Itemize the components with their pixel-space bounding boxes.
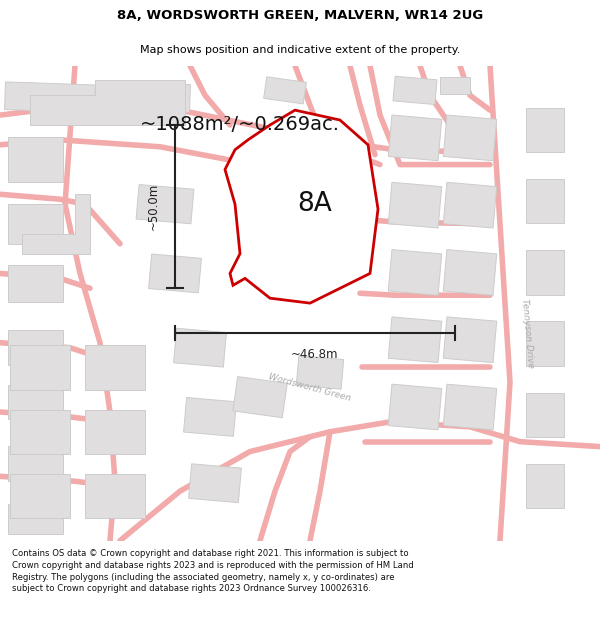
Polygon shape [526, 107, 564, 152]
Polygon shape [85, 409, 145, 454]
Polygon shape [149, 254, 202, 293]
Polygon shape [7, 138, 62, 182]
Text: ~50.0m: ~50.0m [146, 183, 160, 230]
Polygon shape [388, 317, 442, 362]
Polygon shape [22, 194, 90, 254]
Polygon shape [7, 446, 62, 481]
Polygon shape [7, 264, 62, 302]
Text: 8A, WORDSWORTH GREEN, MALVERN, WR14 2UG: 8A, WORDSWORTH GREEN, MALVERN, WR14 2UG [117, 9, 483, 22]
Polygon shape [296, 356, 344, 389]
Polygon shape [184, 398, 236, 436]
Polygon shape [173, 328, 226, 367]
Polygon shape [10, 409, 70, 454]
Polygon shape [233, 376, 287, 418]
Polygon shape [443, 249, 497, 295]
Polygon shape [393, 76, 437, 104]
Polygon shape [443, 115, 497, 161]
Polygon shape [10, 474, 70, 518]
Polygon shape [136, 184, 194, 224]
Polygon shape [7, 385, 62, 419]
Polygon shape [443, 182, 497, 228]
Text: ~46.8m: ~46.8m [291, 348, 339, 361]
Text: Contains OS data © Crown copyright and database right 2021. This information is : Contains OS data © Crown copyright and d… [12, 549, 413, 593]
Text: Map shows position and indicative extent of the property.: Map shows position and indicative extent… [140, 45, 460, 55]
Polygon shape [85, 345, 145, 390]
Text: Wordsworth Green: Wordsworth Green [268, 372, 352, 402]
Polygon shape [7, 204, 62, 244]
Polygon shape [10, 345, 70, 390]
Text: ~1088m²/~0.269ac.: ~1088m²/~0.269ac. [140, 116, 340, 134]
Text: Tennyson Drive: Tennyson Drive [520, 298, 536, 368]
Polygon shape [85, 474, 145, 518]
Polygon shape [119, 82, 190, 112]
Polygon shape [30, 81, 185, 125]
Polygon shape [5, 82, 95, 112]
Polygon shape [7, 331, 62, 365]
Polygon shape [526, 321, 564, 366]
Polygon shape [443, 384, 497, 430]
Polygon shape [225, 110, 378, 303]
Polygon shape [443, 317, 497, 362]
Polygon shape [388, 182, 442, 228]
Polygon shape [388, 384, 442, 430]
Polygon shape [526, 179, 564, 224]
Polygon shape [188, 464, 241, 503]
Polygon shape [388, 115, 442, 161]
Polygon shape [526, 250, 564, 295]
Polygon shape [440, 76, 470, 94]
Polygon shape [526, 392, 564, 438]
Polygon shape [274, 181, 346, 238]
Polygon shape [263, 77, 307, 104]
Polygon shape [526, 464, 564, 509]
Polygon shape [388, 249, 442, 295]
Text: 8A: 8A [298, 191, 332, 217]
Polygon shape [7, 504, 62, 534]
